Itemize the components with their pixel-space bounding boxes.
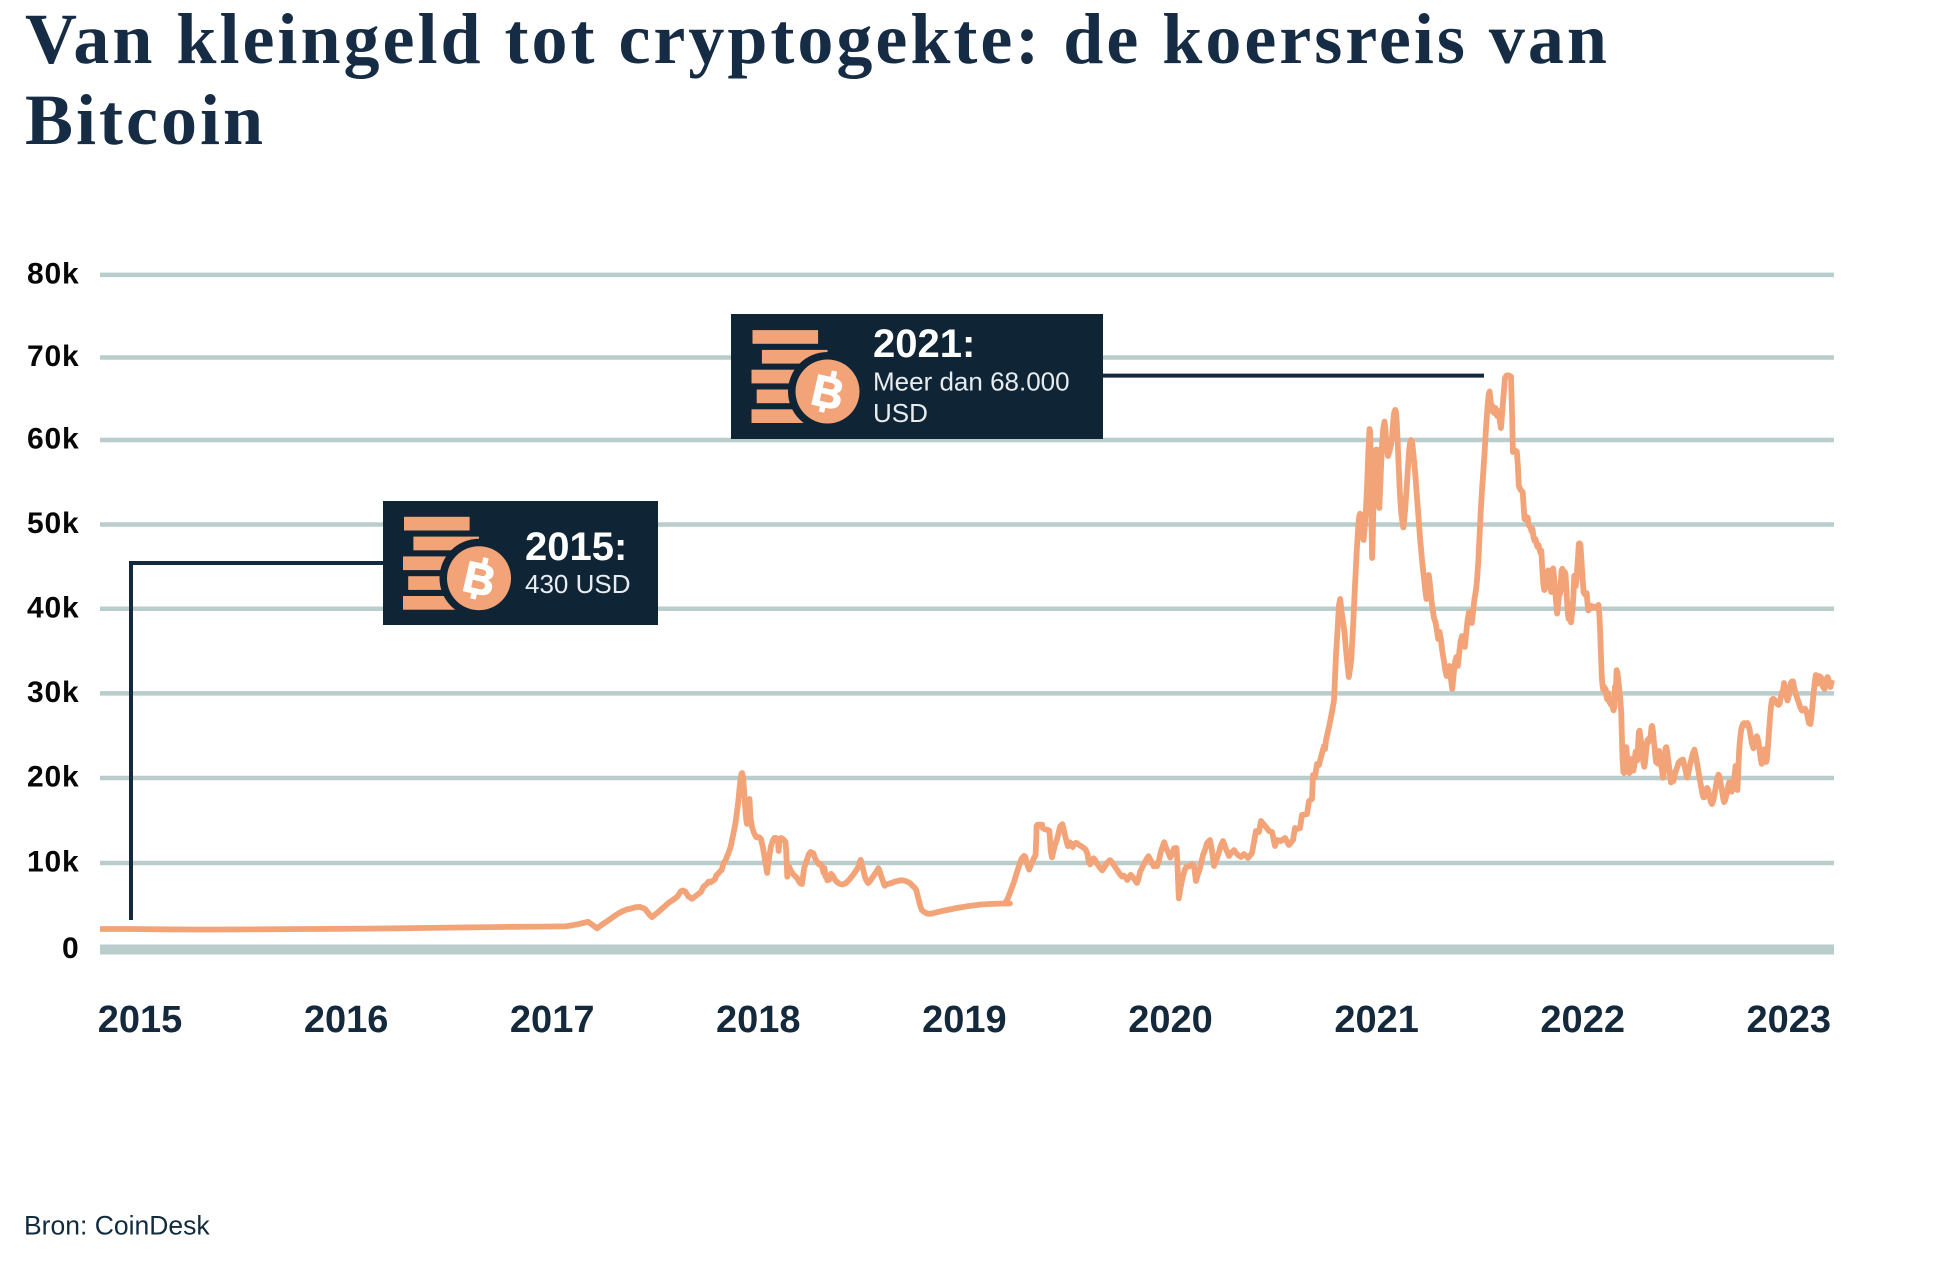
svg-text:2015:: 2015: bbox=[525, 525, 627, 569]
svg-text:70k: 70k bbox=[27, 340, 79, 373]
svg-text:Meer dan 68.000: Meer dan 68.000 bbox=[873, 367, 1070, 397]
svg-text:10k: 10k bbox=[27, 846, 79, 879]
svg-text:60k: 60k bbox=[27, 423, 79, 456]
svg-text:2016: 2016 bbox=[304, 999, 389, 1041]
svg-text:30k: 30k bbox=[27, 676, 79, 709]
svg-text:2019: 2019 bbox=[922, 999, 1007, 1041]
svg-text:2015: 2015 bbox=[98, 999, 183, 1041]
svg-text:2017: 2017 bbox=[510, 999, 595, 1041]
svg-text:USD: USD bbox=[873, 398, 928, 428]
svg-text:2022: 2022 bbox=[1540, 999, 1625, 1041]
svg-text:2021:: 2021: bbox=[873, 322, 975, 366]
svg-text:2018: 2018 bbox=[716, 999, 801, 1041]
svg-text:2023: 2023 bbox=[1747, 999, 1832, 1041]
svg-text:50k: 50k bbox=[27, 507, 79, 540]
svg-text:0: 0 bbox=[62, 932, 80, 965]
svg-text:20k: 20k bbox=[27, 761, 79, 794]
svg-text:Bitcoin: Bitcoin bbox=[25, 80, 266, 160]
svg-text:430 USD: 430 USD bbox=[525, 569, 631, 599]
svg-text:80k: 80k bbox=[27, 258, 79, 291]
svg-text:2021: 2021 bbox=[1334, 999, 1419, 1041]
svg-text:40k: 40k bbox=[27, 591, 79, 624]
svg-text:Van kleingeld tot cryptogekte:: Van kleingeld tot cryptogekte: de koersr… bbox=[25, 0, 1610, 79]
svg-text:Bron: CoinDesk: Bron: CoinDesk bbox=[24, 1211, 210, 1241]
svg-text:2020: 2020 bbox=[1128, 999, 1213, 1041]
